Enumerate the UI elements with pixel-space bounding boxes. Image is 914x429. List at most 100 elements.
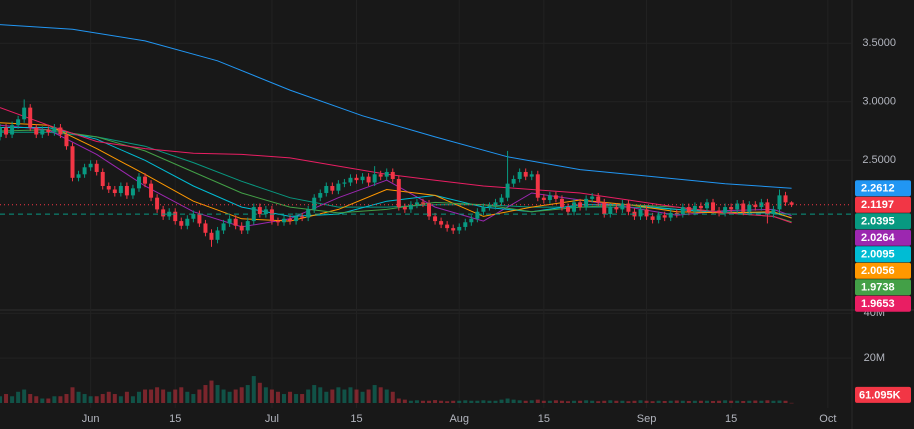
volume-bar (547, 400, 552, 403)
candle-body (282, 218, 286, 223)
volume-bar (372, 385, 377, 403)
candle-body (143, 176, 148, 184)
candle-body (572, 202, 577, 212)
volume-bar (360, 391, 365, 403)
price-label-box (855, 246, 911, 263)
candle-body (16, 119, 21, 126)
candle-body (191, 214, 196, 219)
volume-bar (288, 391, 293, 403)
volume-tick-label: 20M (864, 352, 885, 364)
volume-bar (668, 400, 673, 403)
price-label-box (855, 213, 911, 230)
price-label: 1.9738 (861, 282, 895, 294)
volume-bar (662, 400, 667, 403)
price-label: 2.0056 (861, 265, 895, 277)
candle-body (638, 209, 643, 217)
moving-average-line (0, 122, 792, 222)
price-label: 2.0095 (861, 249, 895, 261)
y-tick-label: 2.5000 (862, 154, 896, 166)
candle-body (348, 177, 353, 183)
candle-body (294, 216, 299, 222)
candle-body (88, 163, 93, 168)
x-tick-label: Oct (819, 413, 836, 425)
y-tick-label: 3.5000 (862, 37, 896, 49)
volume-bar (46, 398, 51, 403)
volume-bar (541, 400, 546, 403)
candle-body (602, 202, 607, 215)
volume-bar (759, 400, 764, 403)
candle-body (626, 203, 631, 212)
candle-body (288, 218, 293, 222)
candle-body (704, 202, 709, 209)
volume-bar (572, 400, 577, 403)
candle-body (596, 196, 601, 203)
volume-bar (348, 387, 353, 403)
candle-body (457, 226, 462, 231)
volume-bar (692, 400, 697, 403)
candle-body (378, 174, 383, 177)
candle-body (64, 134, 69, 147)
volume-bar (535, 399, 540, 403)
volume-bar (294, 394, 299, 403)
volume-bar (100, 394, 105, 403)
candle-body (463, 222, 468, 227)
candle-body (312, 197, 317, 210)
candle-body (765, 202, 770, 215)
volume-bar (251, 376, 256, 403)
candle-body (650, 216, 655, 220)
price-label-box (855, 196, 911, 213)
candle-body (529, 174, 534, 177)
candle-body (493, 202, 498, 206)
candle-body (40, 129, 45, 135)
volume-bar (741, 400, 746, 403)
y-tick-label: 3.0000 (862, 96, 896, 108)
candle-body (366, 176, 371, 183)
candle-body (499, 197, 504, 203)
candle-body (547, 195, 552, 201)
volume-bar (590, 400, 595, 403)
price-label-box (855, 262, 911, 279)
volume-bar (493, 400, 498, 403)
volume-bar (584, 400, 589, 403)
candle-body (336, 183, 341, 191)
candle-body (354, 177, 359, 181)
volume-bar (614, 400, 619, 403)
candle-body (753, 204, 758, 208)
candle-body (4, 127, 9, 135)
candle-body (439, 221, 444, 225)
volume-label-box (855, 386, 911, 403)
candle-body (668, 212, 673, 218)
volume-bar (70, 387, 75, 403)
candle-body (741, 203, 746, 212)
volume-bar (626, 401, 631, 403)
candle-body (215, 230, 220, 240)
volume-bar (40, 398, 45, 403)
volume-bar (445, 401, 450, 403)
x-tick-label: Sep (637, 413, 657, 425)
candle-body (777, 195, 782, 210)
x-tick-label: Aug (449, 413, 469, 425)
volume-bar (753, 400, 758, 403)
x-tick-label: 15 (725, 413, 737, 425)
candle-body (269, 209, 274, 222)
candle-body (427, 203, 432, 217)
volume-bar (517, 400, 522, 403)
volume-bar (505, 398, 510, 403)
candle-body (686, 207, 691, 212)
volume-bar (427, 400, 432, 403)
volume-bar (10, 396, 15, 403)
candle-body (783, 195, 788, 203)
volume-bar (22, 389, 27, 403)
candle-body (674, 212, 679, 215)
volume-bar (275, 391, 280, 403)
x-tick-label: Jul (265, 413, 279, 425)
candle-body (233, 218, 238, 226)
candle-body (130, 188, 135, 196)
x-tick-label: 15 (538, 413, 550, 425)
candle-body (396, 178, 401, 208)
candle-body (155, 197, 160, 210)
volume-bar (233, 389, 238, 403)
volume-bar (263, 387, 268, 403)
volume-bar (439, 400, 444, 403)
candle-body (161, 209, 166, 217)
